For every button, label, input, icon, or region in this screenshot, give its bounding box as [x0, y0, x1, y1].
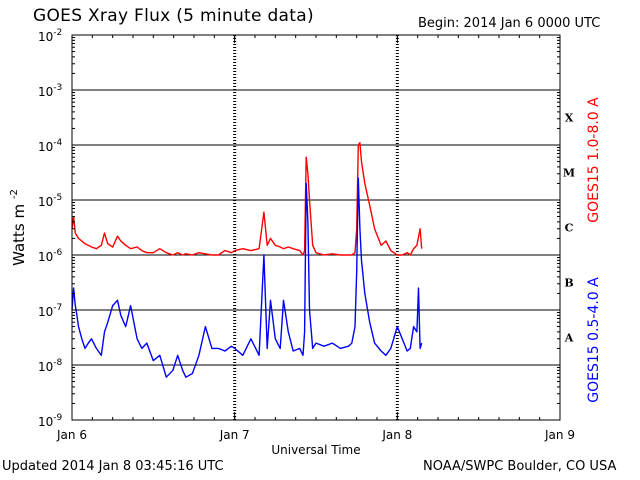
- legend-entry: GOES15 0.5-4.0 A: [586, 277, 602, 403]
- flare-class-label: X: [565, 112, 574, 125]
- x-tick-label: Jan 7: [219, 428, 250, 442]
- y-tick-label: 10-4: [38, 138, 63, 154]
- y-tick-label: 10-6: [38, 248, 63, 264]
- y-tick-label: 10-9: [38, 413, 63, 429]
- legend-entry: GOES15 1.0-8.0 A: [586, 97, 602, 223]
- x-tick-label: Jan 9: [544, 428, 575, 442]
- x-tick-label: Jan 8: [381, 428, 412, 442]
- flare-class-label: M: [563, 167, 575, 180]
- y-tick-label: 10-8: [38, 358, 63, 374]
- flare-class-label: A: [564, 332, 574, 345]
- x-axis-label: Universal Time: [271, 443, 360, 457]
- x-axis-title: Universal Time: [271, 443, 360, 457]
- chart-title: GOES Xray Flux (5 minute data): [33, 6, 314, 26]
- y-tick-label: 10-5: [38, 193, 62, 209]
- y-axis-label: Watts m -2: [9, 189, 28, 266]
- day-divider-lines: [233, 35, 399, 420]
- y-tick-label: 10-3: [38, 83, 62, 99]
- flare-class-label: B: [564, 277, 573, 290]
- y-tick-label: 10-2: [38, 28, 62, 44]
- x-axis-ticks: Jan 6 Jan 7 Jan 8 Jan 9: [56, 35, 575, 442]
- flare-class-labels: A B C M X: [563, 112, 575, 345]
- y-axis-ticks: 10-9 10-8 10-7 10-6 10-5 10-4 10-3 10-2: [38, 28, 560, 429]
- short-channel-line: [71, 177, 423, 378]
- series-layer: [71, 142, 423, 378]
- credit-label: NOAA/SWPC Boulder, CO USA: [423, 459, 617, 474]
- y-axis-title: Watts m -2: [9, 189, 28, 266]
- updated-timestamp: Updated 2014 Jan 8 03:45:16 UTC: [2, 459, 224, 474]
- long-channel-line: [71, 142, 423, 256]
- flare-class-label: C: [565, 222, 574, 235]
- x-tick-label: Jan 6: [56, 428, 87, 442]
- begin-time-label: Begin: 2014 Jan 6 0000 UTC: [418, 16, 601, 31]
- gridlines: [72, 89, 560, 366]
- plot-frame: [71, 34, 561, 421]
- legend: GOES15 1.0-8.0 A GOES15 0.5-4.0 A: [586, 97, 602, 403]
- y-tick-label: 10-7: [38, 303, 62, 319]
